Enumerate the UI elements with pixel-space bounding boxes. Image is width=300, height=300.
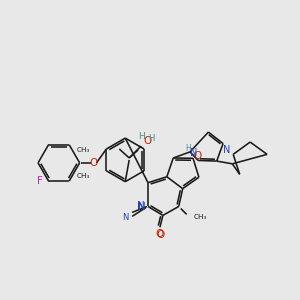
Text: CH₃: CH₃: [76, 173, 90, 179]
Text: O: O: [89, 158, 98, 168]
Text: N: N: [138, 202, 146, 212]
Text: F: F: [37, 176, 43, 186]
Text: CH₃: CH₃: [76, 147, 90, 153]
Text: O: O: [157, 230, 165, 240]
Text: N: N: [122, 213, 128, 222]
Text: H: H: [185, 144, 191, 153]
Text: O: O: [156, 229, 164, 239]
Text: H: H: [138, 132, 145, 141]
Text: O: O: [143, 136, 151, 146]
Text: N: N: [224, 145, 231, 154]
Text: N: N: [137, 202, 145, 212]
Text: N: N: [190, 148, 198, 158]
Text: CH₃: CH₃: [194, 214, 207, 220]
Text: H: H: [148, 134, 154, 142]
Text: O: O: [193, 151, 201, 161]
